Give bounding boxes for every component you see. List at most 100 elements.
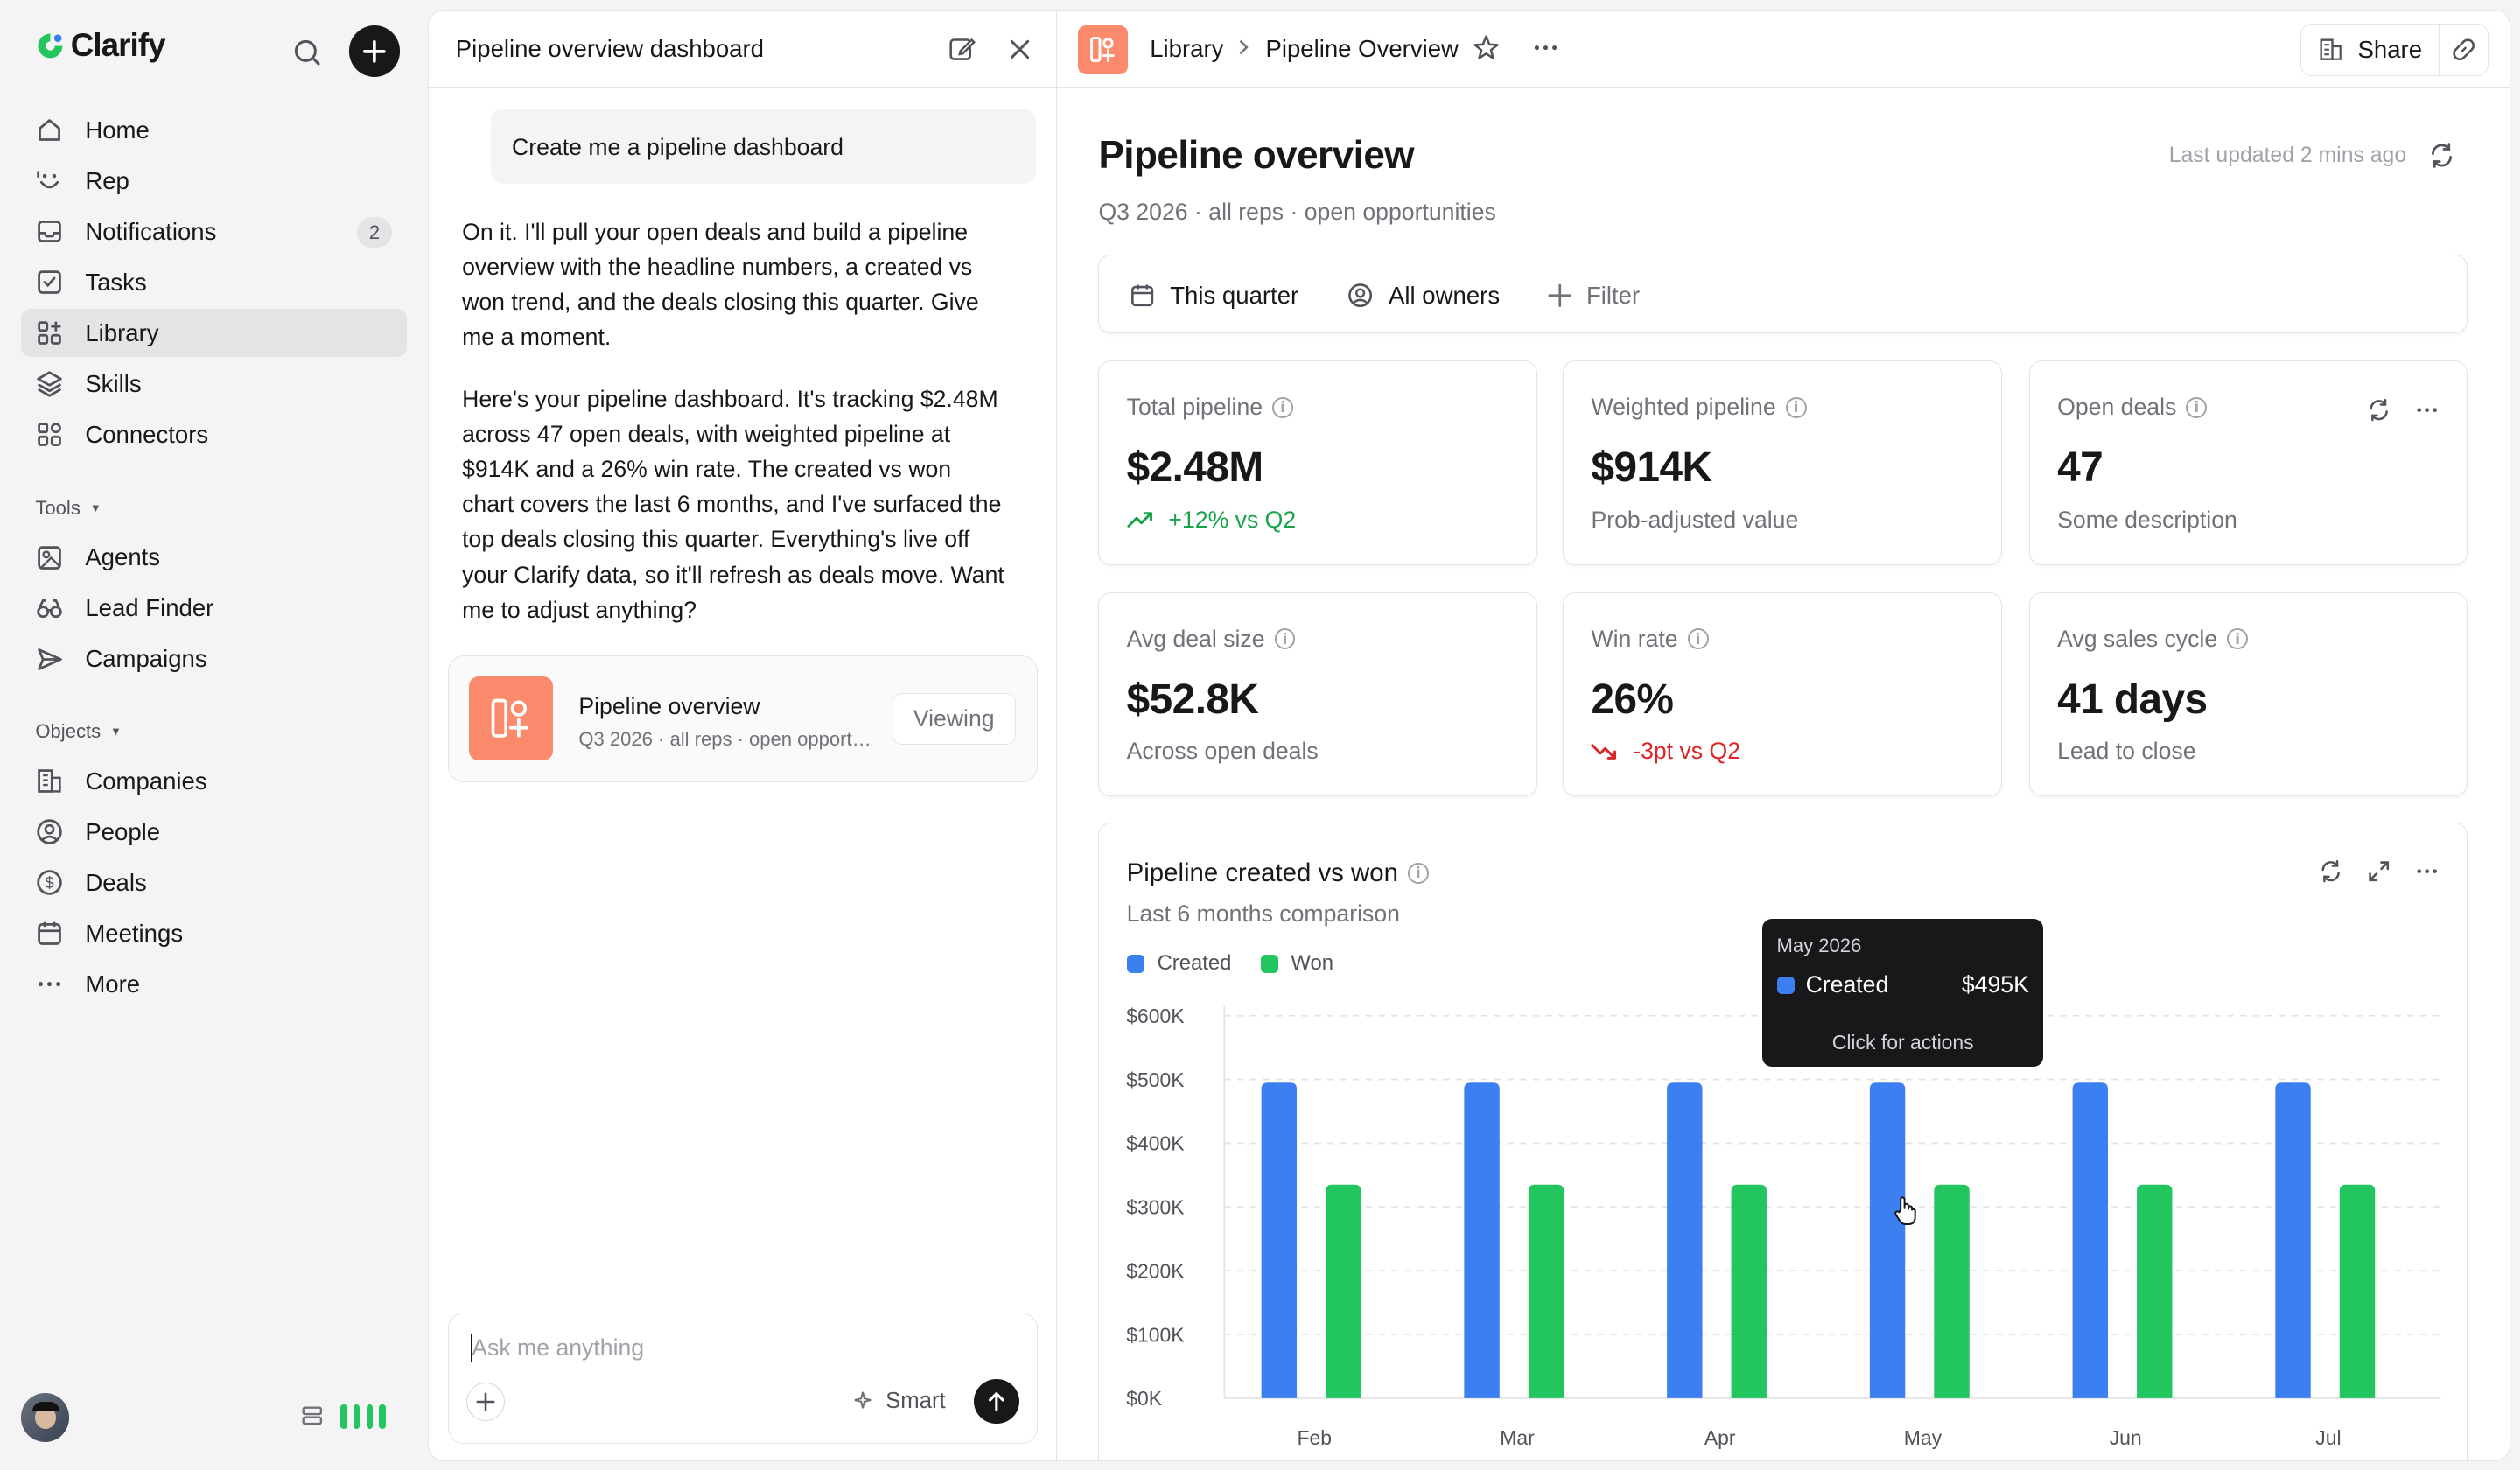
sidebar-item-label: Home <box>85 116 150 144</box>
info-icon[interactable]: i <box>1272 396 1293 418</box>
copy-link-button[interactable] <box>2440 24 2488 76</box>
sidebar-item-campaigns[interactable]: Campaigns <box>21 635 407 683</box>
layers-icon <box>37 371 63 398</box>
send-button[interactable] <box>974 1379 1019 1424</box>
sidebar-item-meetings[interactable]: Meetings <box>21 909 407 957</box>
x-tick-label: Jun <box>2110 1426 2142 1449</box>
trend-up-icon <box>1127 512 1152 528</box>
plus-icon <box>1548 284 1572 307</box>
kpi-card-weighted-pipeline[interactable]: Weighted pipeline i $914K Prob-adjusted v… <box>1563 360 2002 565</box>
chart-legend: Created Won <box>1126 951 1362 976</box>
objects-section-toggle[interactable]: Objects ▼ <box>35 720 121 743</box>
info-icon[interactable]: i <box>1274 628 1296 650</box>
info-icon[interactable]: i <box>2186 396 2208 418</box>
calendar-icon <box>1130 284 1153 307</box>
tooltip-value: $495K <box>1961 971 2029 998</box>
owners-filter[interactable]: All owners <box>1347 282 1500 310</box>
sidebar-item-library[interactable]: Library <box>20 309 407 358</box>
artifact-card[interactable]: Pipeline overview Q3 2026 · all reps · o… <box>447 654 1038 782</box>
sidebar-item-skills[interactable]: Skills <box>21 360 407 408</box>
refresh-icon[interactable] <box>2318 858 2343 884</box>
section-label: Tools <box>35 496 80 519</box>
kpi-card-win-rate[interactable]: Win rate i 26% -3pt vs Q2 <box>1563 592 2002 797</box>
search-icon[interactable] <box>290 35 325 70</box>
share-button[interactable]: Share <box>2301 24 2440 76</box>
sidebar-item-home[interactable]: Home <box>21 106 407 154</box>
agents-icon <box>38 546 62 570</box>
sidebar-item-label: Agents <box>85 543 161 571</box>
sidebar-item-more[interactable]: More <box>21 960 407 1008</box>
logo[interactable]: Clarify <box>35 27 166 64</box>
tooltip-action[interactable]: Click for actions <box>1762 1018 2044 1067</box>
refresh-icon[interactable] <box>2366 397 2391 423</box>
mode-selector[interactable]: Smart <box>853 1389 946 1414</box>
hand-cursor-icon <box>1894 1196 1916 1225</box>
more-options-icon[interactable] <box>2414 397 2440 423</box>
checkbox-icon <box>38 270 62 295</box>
kpi-card-avg-sales-cycle[interactable]: Avg sales cycle i 41 days Lead to close <box>2028 592 2468 797</box>
more-icon <box>38 982 61 987</box>
kpi-card-avg-deal-size[interactable]: Avg deal size i $52.8K Across open deals <box>1098 592 1537 797</box>
sidebar-item-lead-finder[interactable]: Lead Finder <box>21 584 407 633</box>
sidebar-item-label: More <box>85 970 141 998</box>
composer: Smart <box>447 1312 1038 1445</box>
stack-icon[interactable] <box>300 1404 325 1429</box>
tools-section-toggle[interactable]: Tools ▼ <box>35 497 101 520</box>
expand-icon[interactable] <box>2366 858 2391 884</box>
info-icon[interactable]: i <box>1687 628 1709 650</box>
period-filter[interactable]: This quarter <box>1129 282 1298 310</box>
sidebar-item-label: Rep <box>85 166 130 194</box>
sidebar-item-deals[interactable]: $ Deals <box>21 858 407 906</box>
bar-created-jun <box>2073 1082 2109 1399</box>
legend-item-won[interactable]: Won <box>1260 951 1334 976</box>
send-icon <box>38 648 63 670</box>
viewing-button[interactable]: Viewing <box>892 692 1016 745</box>
main-nav: Home Rep Notifications 2 Tasks Library <box>20 106 407 461</box>
refresh-icon[interactable] <box>2427 141 2456 170</box>
sidebar-item-tasks[interactable]: Tasks <box>21 258 407 306</box>
kpi-card-open-deals[interactable]: Open deals i 47 Some description <box>2028 360 2468 565</box>
kpi-value: $2.48M <box>1126 444 1264 492</box>
sidebar-item-agents[interactable]: Agents <box>21 534 407 582</box>
more-options-icon[interactable] <box>1531 33 1560 62</box>
add-filter-button[interactable]: Filter <box>1548 282 1640 310</box>
sidebar-item-notifications[interactable]: Notifications 2 <box>21 207 407 256</box>
breadcrumb-library[interactable]: Library <box>1150 34 1224 62</box>
star-icon[interactable] <box>1472 33 1501 62</box>
dashboard-icon <box>469 676 553 760</box>
chat-input[interactable] <box>471 1334 954 1362</box>
info-icon[interactable]: i <box>1407 863 1429 884</box>
bar-chart: $0K $100K $200K $300K $400K $500K $600K Feb Mar A… <box>1127 1004 2442 1449</box>
kpi-card-total-pipeline[interactable]: Total pipeline i $2.48M +12% vs Q2 <box>1098 360 1537 565</box>
legend-item-created[interactable]: Created <box>1126 951 1231 976</box>
bar-created-mar <box>1464 1082 1501 1399</box>
info-icon[interactable]: i <box>2227 628 2249 650</box>
info-icon[interactable]: i <box>1785 396 1807 418</box>
more-options-icon[interactable] <box>2414 858 2440 884</box>
close-icon[interactable] <box>1005 35 1034 64</box>
attach-button[interactable] <box>466 1382 505 1421</box>
avatar[interactable] <box>20 1393 69 1442</box>
chat-header: Pipeline overview dashboard <box>428 10 1056 88</box>
avatar-face <box>35 1406 57 1429</box>
sidebar-item-label: Notifications <box>85 217 217 245</box>
sidebar-item-rep[interactable]: Rep <box>21 157 407 205</box>
svg-text:$: $ <box>46 873 54 892</box>
sidebar-item-label: Library <box>85 318 159 346</box>
new-button[interactable] <box>348 25 401 78</box>
sidebar-item-people[interactable]: People <box>21 808 407 856</box>
share-label: Share <box>2357 36 2423 63</box>
kpi-value: $914K <box>1591 444 1712 492</box>
sidebar-item-companies[interactable]: Companies <box>21 757 407 805</box>
chat-panel: Pipeline overview dashboard Create me a … <box>427 10 1056 1461</box>
tools-nav: Agents Lead Finder Campaigns <box>21 534 407 686</box>
kpi-value: 26% <box>1591 676 1674 723</box>
y-tick-label: $0K <box>1127 1387 1164 1410</box>
kpi-label: Avg sales cycle i <box>2057 626 2249 653</box>
kpi-delta-text: -3pt vs Q2 <box>1633 738 1741 765</box>
status-bars-icon <box>340 1404 392 1429</box>
topbar: Library Pipeline Overview Share <box>1056 10 2510 88</box>
edit-icon[interactable] <box>948 35 976 64</box>
sidebar-item-connectors[interactable]: Connectors <box>21 410 407 458</box>
page-subtitle: Q3 2026 · all reps · open opportunities <box>1098 198 1496 225</box>
